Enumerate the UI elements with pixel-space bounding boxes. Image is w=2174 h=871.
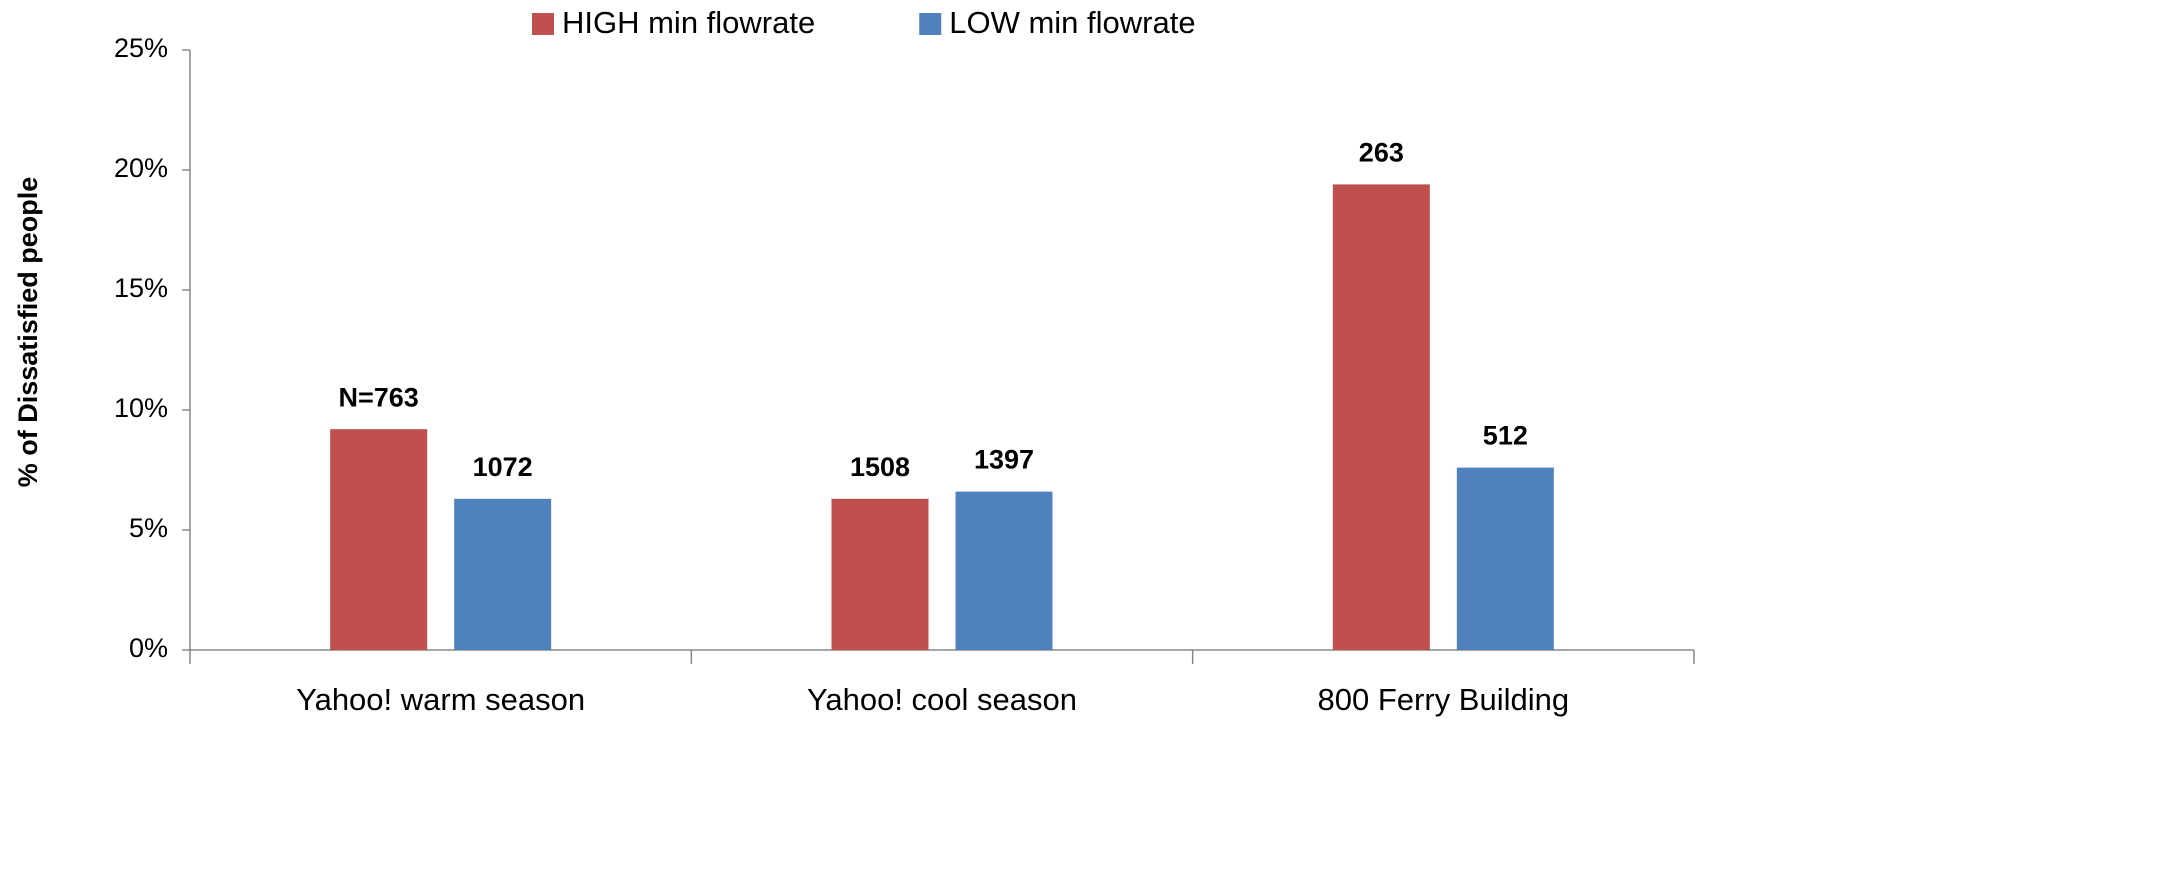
bar-annotation: 1397 [974,445,1034,475]
bar-annotation: 1072 [473,452,533,482]
y-tick-label: 15% [114,273,168,303]
bar [955,491,1053,650]
legend-swatch [919,13,942,35]
legend-swatch [532,13,554,35]
bar [1332,184,1430,650]
bar [831,498,929,650]
bar [454,498,552,650]
bar [1456,467,1554,650]
bar-annotation: N=763 [339,382,419,412]
y-tick-label: 25% [114,33,168,63]
y-tick-label: 5% [129,513,168,543]
bar [330,429,428,650]
x-tick-label: Yahoo! cool season [807,682,1077,717]
y-axis-label: % of Dissatisfied people [13,177,43,488]
x-tick-label: Yahoo! warm season [296,682,585,717]
x-tick-label: 800 Ferry Building [1318,682,1570,717]
y-tick-label: 0% [129,633,168,663]
legend-label: HIGH min flowrate [562,5,815,40]
y-tick-label: 20% [114,153,168,183]
bar-annotation: 263 [1359,138,1404,168]
bar-annotation: 512 [1483,421,1528,451]
bar-annotation: 1508 [850,452,910,482]
legend-label: LOW min flowrate [949,5,1195,40]
y-tick-label: 10% [114,393,168,423]
